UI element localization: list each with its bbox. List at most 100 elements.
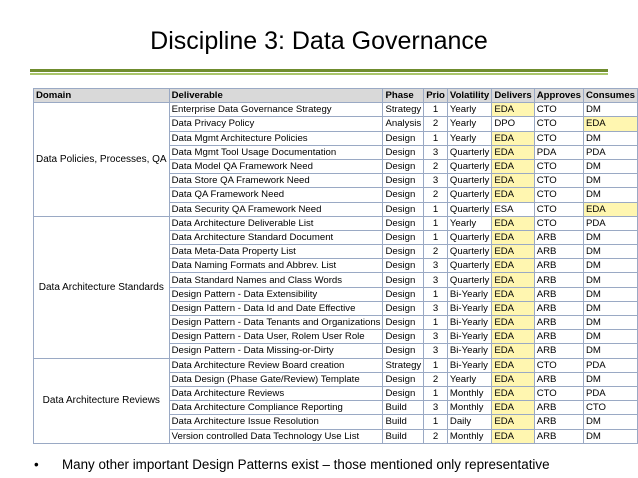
delivers-cell: EDA <box>491 144 535 160</box>
header-consumes: Consumes <box>582 87 638 104</box>
deliverable-cell: Data Design (Phase Gate/Review) Template <box>168 371 384 387</box>
approves-cell: ARB <box>533 272 584 288</box>
delivers-cell: EDA <box>491 428 535 444</box>
header-phase: Phase <box>382 87 425 104</box>
table-row: Data Privacy Policy Analysis 2 Yearly DPO CTO… <box>34 116 638 132</box>
header-approves: Approves <box>533 87 584 104</box>
phase-cell: Design <box>382 201 425 217</box>
deliverable-cell: Data Standard Names and Class Words <box>168 272 384 288</box>
table-row: Data Store QA Framework Need Design 3 Quart… <box>34 173 638 189</box>
volatility-cell: Bi-Yearly <box>446 300 493 317</box>
deliverable-cell: Design Pattern - Data Missing-or-Dirty <box>168 343 384 359</box>
table-row: Design Pattern - Data User, Rolem User R… <box>34 329 638 345</box>
deliverable-cell: Design Pattern - Data Id and Date Effect… <box>168 300 384 317</box>
consumes-cell: DM <box>582 314 638 331</box>
phase-cell: Build <box>382 414 425 430</box>
deliverable-cell: Data Architecture Standard Document <box>168 229 384 246</box>
consumes-cell: DM <box>582 229 638 246</box>
prio-cell: 1 <box>423 385 448 402</box>
approves-cell: CTO <box>533 385 584 402</box>
deliverable-cell: Data Mgmt Architecture Policies <box>168 130 384 146</box>
approves-cell: ARB <box>533 329 584 345</box>
volatility-cell: Yearly <box>446 130 493 146</box>
delivers-cell: EDA <box>491 300 535 317</box>
prio-cell: 3 <box>423 173 448 189</box>
footnote-bullet: • Many other important Design Patterns ex… <box>34 457 634 472</box>
volatility-cell: Daily <box>446 414 493 430</box>
phase-cell: Design <box>382 158 425 175</box>
phase-cell: Design <box>382 343 425 359</box>
delivers-cell: DPO <box>491 116 535 132</box>
volatility-cell: Quarterly <box>446 158 493 175</box>
table-row: Data Security QA Framework Need Design 1 Qu… <box>34 201 638 217</box>
table-row: Data Policies, Processes, QA Enterprise D… <box>33 102 638 217</box>
domain-cell: Data Architecture Reviews <box>33 357 170 444</box>
approves-cell: CTO <box>533 173 584 189</box>
consumes-cell: PDA <box>582 144 638 160</box>
consumes-cell: DM <box>582 102 638 118</box>
consumes-cell: PDA <box>582 385 638 402</box>
table-row: Data QA Framework Need Design 2 Quarterly ED… <box>34 187 638 203</box>
footnote-text: Many other important Design Patterns exi… <box>62 457 550 472</box>
approves-cell: ARB <box>533 371 584 387</box>
phase-cell: Design <box>382 385 425 402</box>
delivers-cell: EDA <box>491 385 535 402</box>
deliverable-cell: Version controlled Data Technology Use L… <box>168 428 384 444</box>
consumes-cell: DM <box>582 428 638 444</box>
volatility-cell: Quarterly <box>446 244 493 260</box>
table-row: Data Architecture Reviews Design 1 Monthly E… <box>34 385 638 402</box>
approves-cell: ARB <box>533 244 584 260</box>
deliverable-cell: Design Pattern - Data Extensibility <box>168 286 384 302</box>
prio-cell: 1 <box>423 229 448 246</box>
phase-cell: Design <box>382 187 425 203</box>
volatility-cell: Bi-Yearly <box>446 314 493 331</box>
prio-cell: 3 <box>423 300 448 317</box>
delivers-cell: EDA <box>491 173 535 189</box>
consumes-cell: CTO <box>582 400 638 416</box>
approves-cell: PDA <box>533 144 584 160</box>
approves-cell: ARB <box>533 286 584 302</box>
volatility-cell: Bi-Yearly <box>446 286 493 302</box>
approves-cell: CTO <box>533 116 584 132</box>
phase-cell: Design <box>382 329 425 345</box>
delivers-cell: EDA <box>491 343 535 359</box>
table-row: Design Pattern - Data Id and Date Effect… <box>34 300 638 317</box>
phase-cell: Design <box>382 173 425 189</box>
table-row: Data Design (Phase Gate/Review) Template… <box>34 371 638 387</box>
prio-cell: 2 <box>423 244 448 260</box>
consumes-cell: DM <box>582 300 638 317</box>
delivers-cell: EDA <box>491 329 535 345</box>
prio-cell: 3 <box>423 400 448 416</box>
delivers-cell: EDA <box>491 229 535 246</box>
consumes-cell: EDA <box>582 201 638 217</box>
consumes-cell: DM <box>582 286 638 302</box>
consumes-cell: EDA <box>582 116 638 132</box>
domain-cell: Data Policies, Processes, QA <box>33 102 170 217</box>
consumes-cell: DM <box>582 371 638 387</box>
deliverable-cell: Data Store QA Framework Need <box>168 173 384 189</box>
volatility-cell: Monthly <box>446 400 493 416</box>
table-row: Data Architecture Standards Data Architec… <box>33 215 638 359</box>
approves-cell: ARB <box>533 314 584 331</box>
volatility-cell: Bi-Yearly <box>446 343 493 359</box>
prio-cell: 1 <box>423 414 448 430</box>
volatility-cell: Quarterly <box>446 201 493 217</box>
deliverable-cell: Data Architecture Deliverable List <box>168 215 384 231</box>
header-volatility: Volatility <box>446 87 493 104</box>
prio-cell: 3 <box>423 272 448 288</box>
consumes-cell: DM <box>582 414 638 430</box>
table-row: Version controlled Data Technology Use L… <box>34 428 638 444</box>
header-deliverable: Deliverable <box>168 87 384 104</box>
prio-cell: 3 <box>423 258 448 274</box>
phase-cell: Design <box>382 258 425 274</box>
volatility-cell: Yearly <box>446 215 493 231</box>
table-row: Design Pattern - Data Extensibility Desig… <box>34 286 638 302</box>
phase-cell: Design <box>382 371 425 387</box>
consumes-cell: PDA <box>582 357 638 373</box>
phase-cell: Design <box>382 300 425 317</box>
delivers-cell: ESA <box>491 201 535 217</box>
volatility-cell: Monthly <box>446 428 493 444</box>
deliverable-cell: Design Pattern - Data User, Rolem User R… <box>168 329 384 345</box>
approves-cell: CTO <box>533 158 584 175</box>
delivers-cell: EDA <box>491 272 535 288</box>
